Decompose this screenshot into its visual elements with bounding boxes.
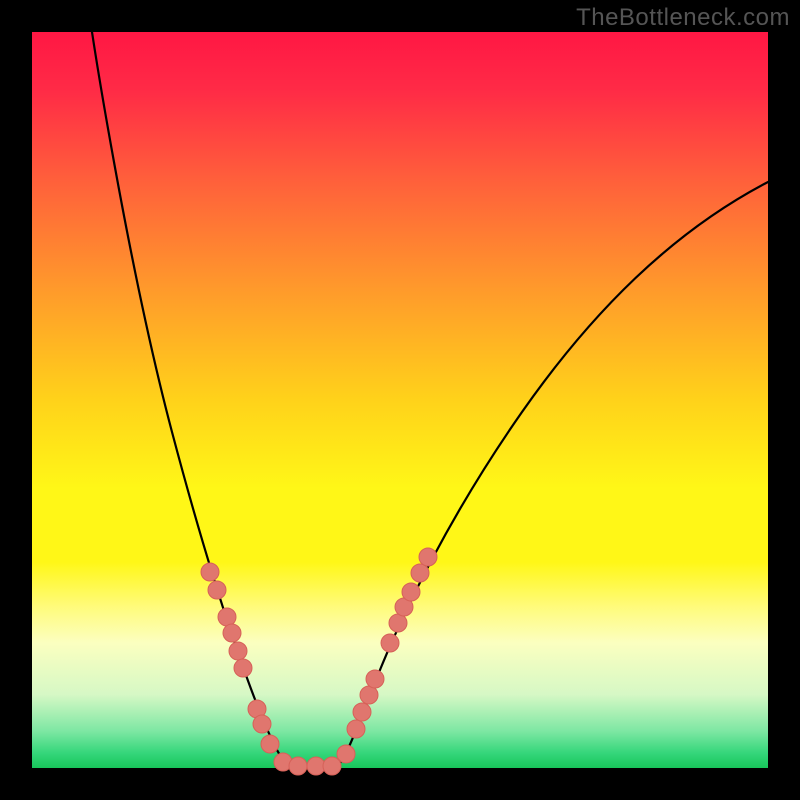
marker-dot bbox=[411, 564, 429, 582]
marker-dot bbox=[234, 659, 252, 677]
marker-dot bbox=[347, 720, 365, 738]
plot-area bbox=[32, 32, 768, 768]
marker-dot bbox=[360, 686, 378, 704]
marker-dot bbox=[389, 614, 407, 632]
marker-dot bbox=[307, 757, 325, 775]
marker-dot bbox=[381, 634, 399, 652]
marker-dots bbox=[201, 548, 437, 775]
marker-dot bbox=[261, 735, 279, 753]
marker-dot bbox=[289, 757, 307, 775]
marker-dot bbox=[201, 563, 219, 581]
watermark-text: TheBottleneck.com bbox=[576, 4, 790, 32]
marker-dot bbox=[208, 581, 226, 599]
marker-dot bbox=[218, 608, 236, 626]
chart-frame: TheBottleneck.com bbox=[0, 0, 800, 800]
marker-dot bbox=[229, 642, 247, 660]
curve-svg bbox=[32, 32, 768, 768]
marker-dot bbox=[323, 757, 341, 775]
marker-dot bbox=[353, 703, 371, 721]
curve-line bbox=[92, 32, 768, 778]
curve-segment-left bbox=[92, 32, 302, 778]
marker-dot bbox=[419, 548, 437, 566]
marker-dot bbox=[337, 745, 355, 763]
marker-dot bbox=[366, 670, 384, 688]
marker-dot bbox=[223, 624, 241, 642]
marker-dot bbox=[253, 715, 271, 733]
marker-dot bbox=[402, 583, 420, 601]
curve-segment-right bbox=[332, 182, 768, 768]
